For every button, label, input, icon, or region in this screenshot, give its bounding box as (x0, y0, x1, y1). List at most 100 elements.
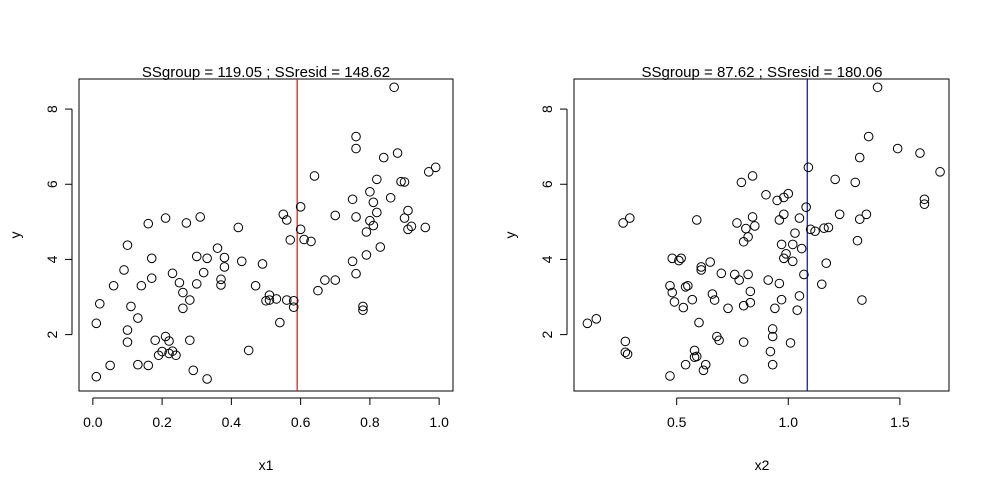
data-point (372, 207, 382, 218)
data-point (278, 209, 289, 220)
data-point (368, 197, 379, 208)
data-point (236, 256, 247, 267)
data-point (94, 298, 105, 309)
data-point (372, 174, 382, 185)
data-point (330, 210, 341, 221)
y-axis-label: y (7, 232, 23, 239)
data-point (794, 291, 805, 301)
data-point (750, 221, 760, 231)
data-point (361, 250, 372, 260)
data-point (243, 345, 254, 356)
data-point (358, 301, 368, 312)
data-point (687, 294, 698, 305)
data-point (705, 257, 715, 267)
data-point (392, 148, 403, 158)
y-tick-label: 4 (44, 255, 60, 263)
data-point (772, 195, 782, 206)
data-point (216, 274, 226, 285)
data-point (257, 259, 268, 269)
data-point (738, 374, 749, 384)
data-point (810, 226, 820, 237)
y-tick-label: 6 (44, 180, 60, 188)
data-point (774, 278, 785, 289)
panel-x2: SSgroup = 87.62 ; SSresid = 180.06 x2 y … (502, 64, 950, 473)
data-point (747, 171, 758, 181)
data-point (167, 268, 178, 279)
data-point (119, 265, 129, 275)
data-point (669, 297, 680, 307)
data-point (935, 167, 945, 177)
data-point (351, 143, 361, 154)
data-point (694, 317, 704, 328)
data-point (919, 199, 930, 209)
y-tick-label: 4 (539, 255, 555, 263)
data-point (295, 224, 306, 235)
data-point (178, 303, 188, 314)
y-tick-label: 2 (44, 331, 60, 339)
data-point (361, 227, 372, 237)
data-point (133, 313, 143, 323)
x-tick-label: 0.4 (222, 414, 242, 430)
data-point (188, 365, 199, 376)
data-point (185, 335, 195, 346)
data-point (582, 318, 593, 329)
data-point (794, 213, 805, 223)
data-point (696, 262, 707, 272)
data-point (732, 218, 742, 228)
data-point (700, 359, 711, 370)
data-point (122, 337, 133, 347)
data-point (195, 212, 206, 222)
panel-x1: SSgroup = 119.05 ; SSresid = 148.62 x1 y… (7, 64, 454, 473)
data-point (122, 240, 133, 250)
data-point (622, 349, 633, 359)
data-point (191, 279, 202, 289)
data-point (330, 275, 341, 285)
x-tick-label: 1.0 (779, 414, 799, 430)
data-point (288, 302, 299, 312)
data-point (696, 265, 707, 275)
x-tick-label: 0.0 (83, 414, 103, 430)
x-tick-label: 0.8 (360, 414, 380, 430)
data-point (233, 222, 244, 233)
data-point (313, 285, 323, 296)
data-point (723, 303, 733, 314)
data-point (108, 280, 119, 291)
data-point (734, 275, 744, 285)
data-point (351, 212, 361, 222)
data-point (861, 209, 872, 220)
data-point (781, 248, 791, 259)
data-point (136, 280, 147, 291)
data-point (198, 267, 209, 278)
data-point (665, 280, 675, 291)
data-point (776, 294, 787, 305)
data-point (765, 346, 776, 357)
data-point (779, 209, 789, 220)
data-point (823, 222, 834, 233)
data-point (790, 228, 800, 238)
data-point (776, 239, 787, 250)
data-point (747, 212, 758, 222)
data-point (164, 336, 174, 346)
data-point (852, 235, 863, 246)
data-point (202, 253, 212, 264)
data-point (219, 252, 230, 263)
data-point (264, 295, 275, 305)
data-point (591, 314, 602, 324)
data-point (915, 148, 925, 158)
plot-frame (573, 78, 950, 392)
data-point (892, 143, 903, 154)
data-point (365, 186, 375, 197)
data-point (761, 189, 771, 200)
data-point (691, 215, 702, 225)
data-point (792, 305, 803, 315)
data-point (185, 295, 195, 305)
data-point (680, 282, 691, 292)
data-point (250, 280, 261, 291)
data-point (745, 297, 756, 308)
data-point (420, 222, 431, 233)
data-point (741, 223, 751, 234)
data-point (709, 295, 720, 305)
y-tick-label: 6 (539, 180, 555, 188)
data-point (665, 371, 675, 381)
